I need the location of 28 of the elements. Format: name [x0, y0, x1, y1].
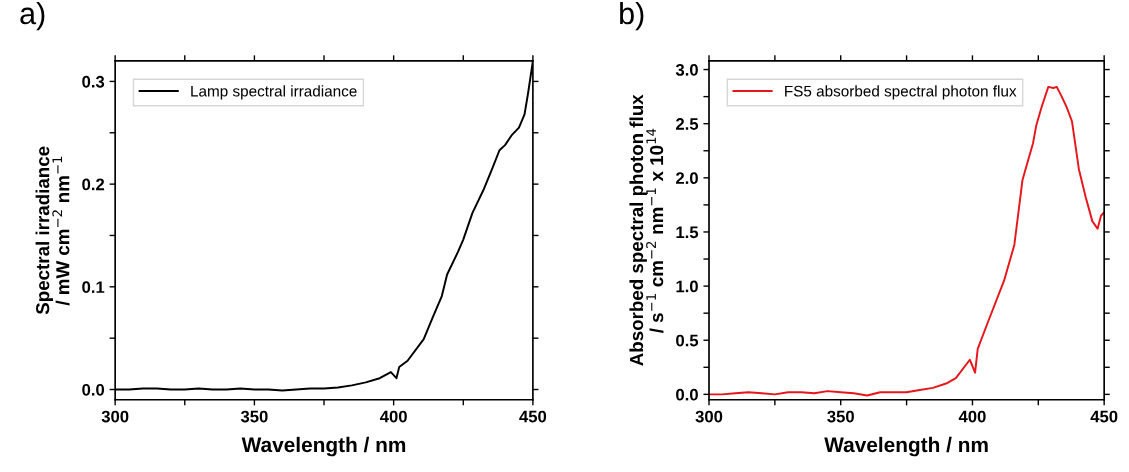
chart-title: a)	[20, 1, 45, 31]
text: Absorbed spectral photon flux / s$^{−1}$ cm$^{−2}$ nm$^{−1}$ x 10$^{14}$	[629, 94, 664, 366]
x-axis-title: Wavelength / nm	[824, 436, 988, 457]
x-tick-label: 400	[958, 410, 986, 423]
chart-title: b)	[620, 1, 644, 31]
x-tick-label: 350	[827, 410, 854, 423]
y-tick-label: 1.0	[676, 280, 698, 293]
x-tick-label: 300	[101, 410, 129, 423]
y-tick-label: 3.0	[675, 63, 698, 76]
y-tick-label: 0.0	[82, 383, 105, 396]
y-tick-label: 2.5	[676, 118, 699, 130]
y-tick-label: 2.0	[676, 172, 698, 185]
y-tick-label: 1.5	[676, 226, 699, 239]
legend-label: FS5 absorbed spectral photon flux	[785, 85, 1017, 100]
x-tick-label: 450	[519, 410, 547, 423]
y-tick-label: 0.0	[676, 388, 698, 401]
legend-label: Lamp spectral irradiance	[191, 85, 357, 100]
x-tick-label: 400	[379, 410, 407, 423]
x-tick-label: 450	[1090, 410, 1118, 423]
x-tick-label: 300	[695, 410, 723, 423]
y-axis-title: Spectral irradiance / mW cm$^{−2}$ nm$^{−1}$	[35, 146, 70, 315]
x-tick-label: 350	[240, 410, 268, 423]
y-tick-label: 0.2	[82, 178, 105, 191]
line-series	[709, 85, 1105, 397]
y-tick-label: 0.5	[676, 334, 699, 347]
y-tick-label: 0.1	[82, 281, 105, 294]
y-tick-label: 0.3	[82, 75, 105, 88]
x-axis-title: Wavelength / nm	[241, 436, 406, 457]
